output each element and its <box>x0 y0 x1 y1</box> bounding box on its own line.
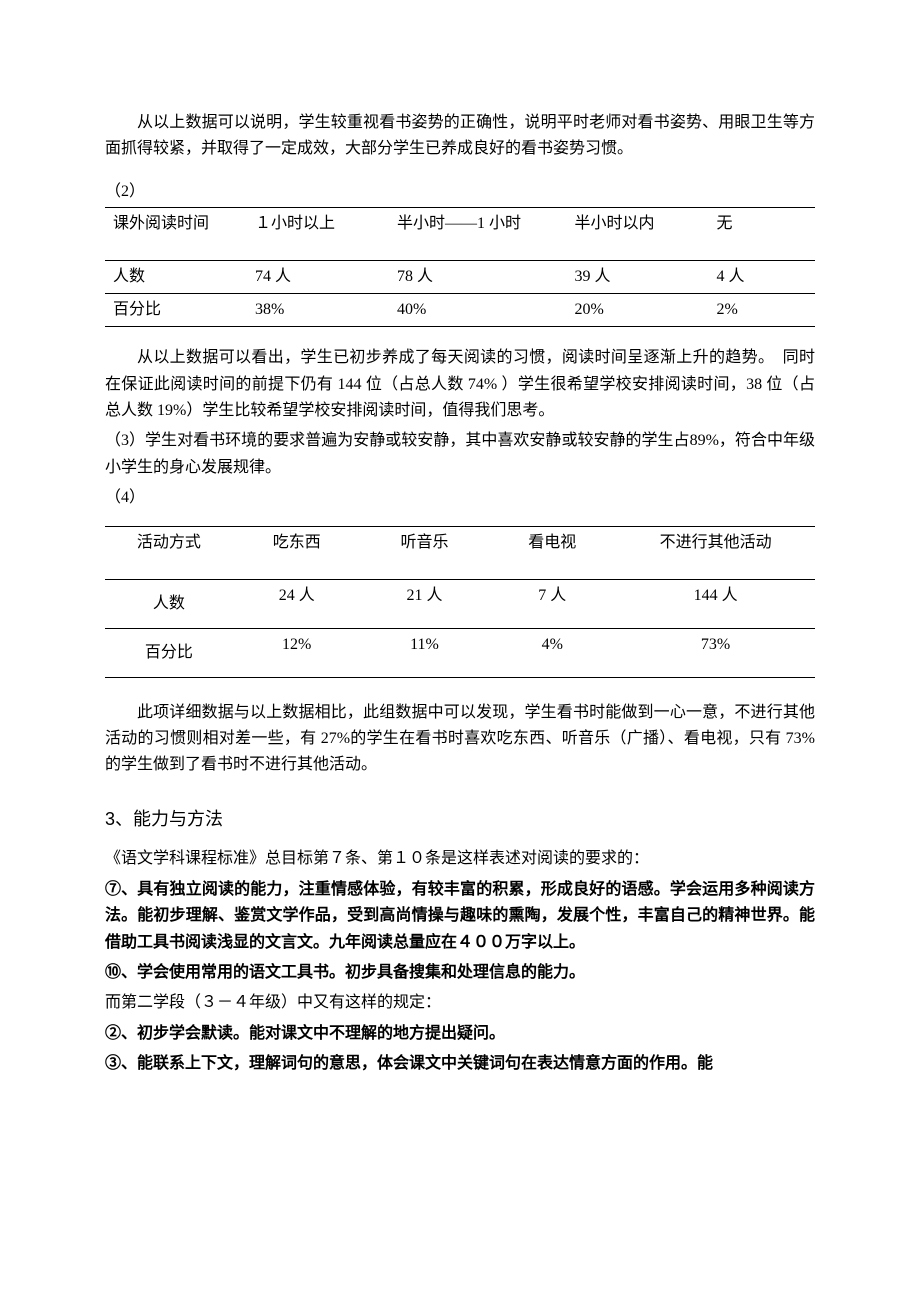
table-header-cell: 看电视 <box>488 526 616 579</box>
table-cell: 百分比 <box>105 294 247 327</box>
table-row: 活动方式 吃东西 听音乐 看电视 不进行其他活动 <box>105 526 815 579</box>
table-cell: 人数 <box>105 261 247 294</box>
table-header-cell: 吃东西 <box>233 526 361 579</box>
paragraph-stage2-item2: ②、初步学会默读。能对课文中不理解的地方提出疑问。 <box>105 1021 815 1047</box>
table-cell: 39 人 <box>567 261 709 294</box>
label-item-4: （4） <box>105 485 815 511</box>
table-cell: 21 人 <box>361 579 489 628</box>
table-cell: 人数 <box>105 579 233 628</box>
table-cell: 百分比 <box>105 628 233 677</box>
table-header-cell: 活动方式 <box>105 526 233 579</box>
paragraph-after-table2: 此项详细数据与以上数据相比，此组数据中可以发现，学生看书时能做到一心一意，不进行… <box>105 700 815 779</box>
table-cell: 78 人 <box>389 261 567 294</box>
table-header-cell: 半小时——1 小时 <box>389 208 567 261</box>
document-page: 从以上数据可以说明，学生较重视看书姿势的正确性，说明平时老师对看书姿势、用眼卫生… <box>0 0 920 1300</box>
spacer <box>105 783 815 805</box>
paragraph-after-table1: 从以上数据可以看出，学生已初步养成了每天阅读的习惯，阅读时间呈逐渐上升的趋势。 … <box>105 345 815 424</box>
paragraph-goal-7: ⑦、具有独立阅读的能力，注重情感体验，有较丰富的积累，形成良好的语感。学会运用多… <box>105 877 815 956</box>
table-cell: 20% <box>567 294 709 327</box>
paragraph-standard-intro: 《语文学科课程标准》总目标第７条、第１０条是这样表述对阅读的要求的： <box>105 846 815 872</box>
table-cell: 11% <box>361 628 489 677</box>
paragraph-stage2-item3: ③、能联系上下文，理解词句的意思，体会课文中关键词句在表达情意方面的作用。能 <box>105 1051 815 1077</box>
heading-ability-method: 3、能力与方法 <box>105 805 815 835</box>
table-cell: 7 人 <box>488 579 616 628</box>
table-header-cell: 课外阅读时间 <box>105 208 247 261</box>
table-cell: 38% <box>247 294 389 327</box>
paragraph-item-3: （3）学生对看书环境的要求普遍为安静或较安静，其中喜欢安静或较安静的学生占89%… <box>105 428 815 481</box>
table-cell: 144 人 <box>616 579 815 628</box>
table-cell: 12% <box>233 628 361 677</box>
table-activity-mode: 活动方式 吃东西 听音乐 看电视 不进行其他活动 人数 24 人 21 人 7 … <box>105 526 815 678</box>
table-cell: 4 人 <box>709 261 816 294</box>
table-reading-time: 课外阅读时间 １小时以上 半小时——1 小时 半小时以内 无 人数 74 人 7… <box>105 207 815 327</box>
table-cell: 73% <box>616 628 815 677</box>
table-header-cell: １小时以上 <box>247 208 389 261</box>
table-row: 百分比 38% 40% 20% 2% <box>105 294 815 327</box>
table-row: 人数 24 人 21 人 7 人 144 人 <box>105 579 815 628</box>
table-cell: 24 人 <box>233 579 361 628</box>
table-cell: 40% <box>389 294 567 327</box>
table-header-cell: 不进行其他活动 <box>616 526 815 579</box>
label-item-2: （2） <box>105 179 815 205</box>
paragraph-intro-1: 从以上数据可以说明，学生较重视看书姿势的正确性，说明平时老师对看书姿势、用眼卫生… <box>105 110 815 163</box>
table-row: 人数 74 人 78 人 39 人 4 人 <box>105 261 815 294</box>
table-cell: 4% <box>488 628 616 677</box>
paragraph-stage2-intro: 而第二学段（３－４年级）中又有这样的规定： <box>105 990 815 1016</box>
table-row: 百分比 12% 11% 4% 73% <box>105 628 815 677</box>
spacer <box>105 514 815 524</box>
table-row: 课外阅读时间 １小时以上 半小时——1 小时 半小时以内 无 <box>105 208 815 261</box>
table-header-cell: 听音乐 <box>361 526 489 579</box>
spacer <box>105 167 815 177</box>
table-header-cell: 无 <box>709 208 816 261</box>
table-cell: 74 人 <box>247 261 389 294</box>
table-cell: 2% <box>709 294 816 327</box>
paragraph-goal-10: ⑩、学会使用常用的语文工具书。初步具备搜集和处理信息的能力。 <box>105 960 815 986</box>
table-header-cell: 半小时以内 <box>567 208 709 261</box>
